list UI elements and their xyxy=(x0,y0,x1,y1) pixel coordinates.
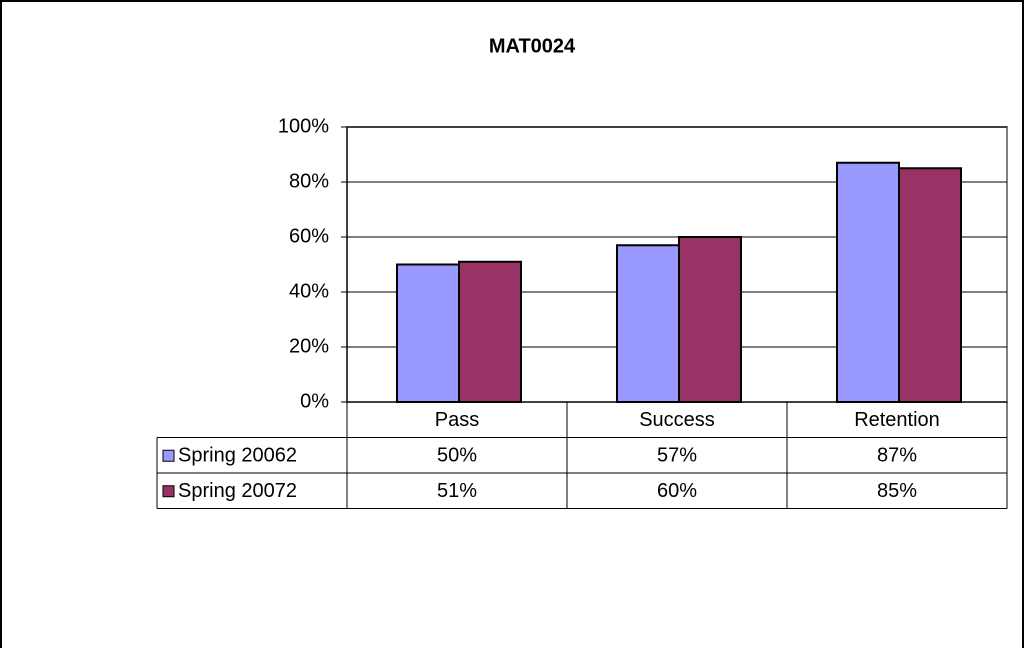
table-value: 87% xyxy=(877,445,917,467)
legend-key xyxy=(162,485,175,498)
table-value: 51% xyxy=(437,480,477,502)
chart-title: MAT0024 xyxy=(489,35,576,57)
y-tick-label: 40% xyxy=(289,280,329,302)
legend-label: Spring 20062 xyxy=(178,445,297,467)
bar xyxy=(836,161,900,403)
table-value: 60% xyxy=(657,480,697,502)
legend-key xyxy=(162,449,175,462)
y-tick-label: 0% xyxy=(300,390,329,412)
y-tick-label: 60% xyxy=(289,225,329,247)
x-tick-label: Pass xyxy=(435,409,479,431)
bar xyxy=(396,263,460,403)
table-value: 85% xyxy=(877,480,917,502)
bar xyxy=(616,244,680,403)
bar xyxy=(458,260,522,403)
y-tick-label: 100% xyxy=(278,115,329,137)
bar xyxy=(678,236,742,403)
table-value: 50% xyxy=(437,445,477,467)
table-value: 57% xyxy=(657,445,697,467)
legend-label: Spring 20072 xyxy=(178,480,297,502)
y-tick-label: 80% xyxy=(289,170,329,192)
y-tick-label: 20% xyxy=(289,335,329,357)
bar xyxy=(898,167,962,403)
x-tick-label: Success xyxy=(639,409,715,431)
x-tick-label: Retention xyxy=(854,409,940,431)
